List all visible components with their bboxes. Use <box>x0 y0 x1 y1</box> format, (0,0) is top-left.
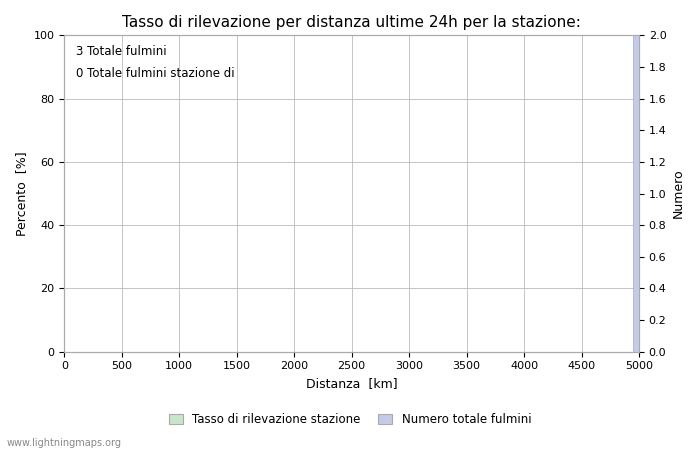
Bar <box>634 36 639 352</box>
Text: www.lightningmaps.org: www.lightningmaps.org <box>7 438 122 448</box>
Legend: Tasso di rilevazione stazione, Numero totale fulmini: Tasso di rilevazione stazione, Numero to… <box>164 408 536 431</box>
X-axis label: Distanza  [km]: Distanza [km] <box>306 377 398 390</box>
Title: Tasso di rilevazione per distanza ultime 24h per la stazione:: Tasso di rilevazione per distanza ultime… <box>122 15 581 30</box>
Text: 3 Totale fulmini: 3 Totale fulmini <box>76 45 167 58</box>
Y-axis label: Numero: Numero <box>672 169 685 218</box>
Y-axis label: Percento  [%]: Percento [%] <box>15 151 28 236</box>
Text: 0 Totale fulmini stazione di: 0 Totale fulmini stazione di <box>76 67 235 80</box>
